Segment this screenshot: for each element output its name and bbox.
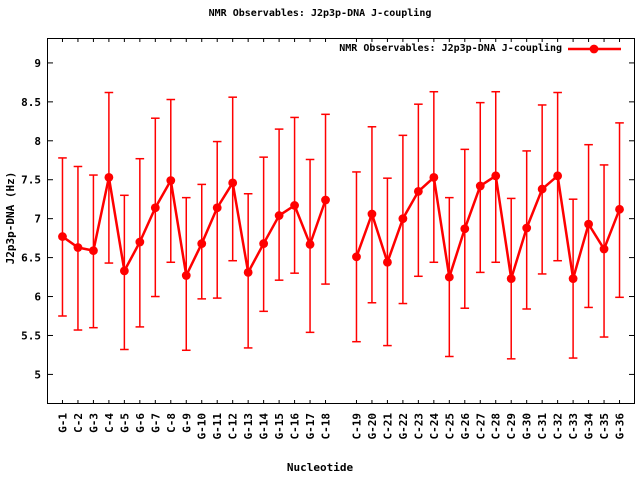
data-point [197, 239, 207, 248]
x-axis-label: Nucleotide [286, 461, 354, 474]
x-tick-label: G-15 [273, 413, 286, 440]
data-point [228, 178, 238, 188]
data-point [89, 246, 98, 255]
data-point [398, 214, 408, 224]
legend-label: NMR Observables: J2p3p-DNA J-coupling [339, 43, 562, 54]
data-point [290, 201, 299, 210]
x-tick-label: G-30 [521, 413, 534, 440]
series-line [61, 176, 327, 277]
x-tick-label: G-13 [242, 413, 255, 440]
x-tick-label: C-27 [474, 413, 487, 440]
x-tick-label: G-7 [149, 413, 162, 433]
data-point [58, 232, 67, 241]
x-tick-label: G-34 [583, 413, 596, 440]
series-line [355, 174, 621, 280]
plot-border [47, 38, 635, 404]
data-point [413, 187, 423, 196]
y-tick-label: 5 [34, 368, 41, 381]
x-tick-label: C-29 [505, 413, 518, 440]
x-tick-label: G-11 [211, 413, 224, 440]
data-point [568, 274, 578, 284]
data-point [460, 224, 470, 234]
data-point [321, 195, 330, 205]
x-tick-label: G-22 [397, 413, 410, 440]
x-tick-label: C-28 [490, 413, 503, 440]
data-point [166, 176, 176, 185]
data-point [506, 274, 516, 284]
data-point [475, 181, 485, 191]
data-point [181, 271, 191, 280]
legend-sample-marker [589, 44, 599, 54]
x-tick-label: C-31 [536, 413, 549, 440]
y-tick-label: 6 [34, 291, 41, 304]
data-point [305, 239, 315, 249]
data-point [383, 257, 392, 267]
x-tick-label: C-25 [443, 413, 456, 440]
data-point [367, 209, 377, 219]
x-tick-label: G-17 [304, 413, 317, 440]
data-point [104, 172, 114, 182]
x-tick-label: G-10 [196, 413, 209, 440]
data-point [243, 267, 253, 277]
x-tick-label: G-26 [459, 413, 472, 440]
x-tick-label: C-35 [598, 413, 611, 440]
data-point [599, 244, 609, 254]
data-point [352, 252, 361, 262]
data-point [259, 239, 269, 248]
x-tick-label: C-21 [381, 413, 394, 440]
y-tick-label: 8.5 [21, 96, 41, 109]
data-point [119, 266, 129, 276]
data-point [274, 211, 284, 220]
x-tick-label: G-6 [134, 413, 147, 433]
x-tick-label: C-33 [567, 413, 580, 440]
x-tick-label: G-3 [87, 413, 100, 433]
x-tick-label: C-18 [320, 413, 333, 440]
data-point [615, 204, 624, 214]
data-point [212, 203, 222, 213]
x-tick-label: G-14 [258, 413, 271, 440]
x-tick-label: C-19 [350, 413, 363, 440]
data-point [150, 203, 160, 213]
data-point [584, 219, 593, 229]
data-point [537, 184, 547, 194]
x-tick-label: G-20 [366, 413, 379, 440]
x-tick-label: C-24 [428, 413, 441, 440]
y-tick-label: 6.5 [21, 252, 41, 265]
x-tick-label: C-2 [72, 413, 85, 433]
chart-title: NMR Observables: J2p3p-DNA J-coupling [208, 8, 432, 19]
x-tick-label: C-23 [412, 413, 425, 440]
x-tick-label: G-36 [614, 413, 627, 440]
x-tick-label: G-1 [56, 413, 69, 433]
data-point [491, 171, 501, 181]
x-tick-label: G-9 [180, 413, 193, 433]
data-point [522, 223, 532, 233]
data-point [553, 171, 563, 181]
y-tick-label: 8 [34, 135, 41, 148]
x-tick-label: G-5 [118, 413, 131, 433]
data-point [429, 172, 439, 182]
data-point [444, 272, 454, 282]
y-tick-label: 9 [34, 57, 41, 70]
x-tick-label: C-32 [552, 413, 565, 440]
y-tick-label: 7.5 [21, 174, 41, 187]
y-tick-label: 5.5 [21, 329, 41, 342]
x-tick-label: C-16 [289, 413, 302, 440]
data-point [73, 243, 83, 252]
y-tick-label: 7 [34, 213, 41, 226]
x-tick-label: C-12 [227, 413, 240, 440]
data-point [135, 237, 145, 247]
x-tick-label: C-4 [103, 413, 116, 433]
x-tick-label: C-8 [165, 413, 178, 433]
